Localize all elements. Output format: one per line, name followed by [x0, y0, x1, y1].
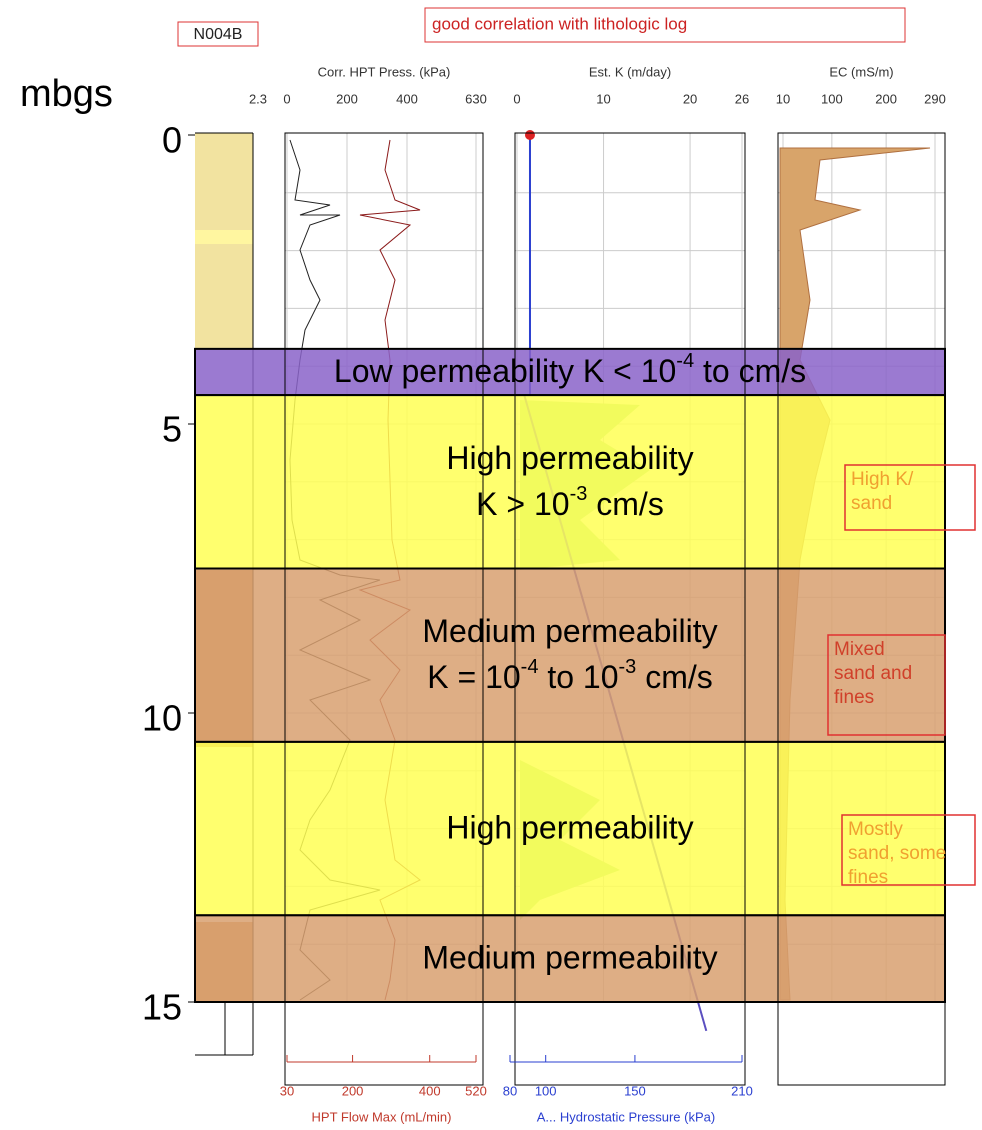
page: { "header": {"well_id": "N004B", "note":… [0, 0, 982, 1130]
litho-fill [195, 230, 253, 244]
band-label-part: Low permeability K < 10 [334, 353, 676, 389]
x-tick-label: 400 [396, 91, 418, 106]
superscript: -4 [521, 656, 539, 678]
x-tick-label: 210 [731, 1083, 753, 1098]
band-label-part: cm/s [587, 486, 663, 522]
depth-axis-label: mbgs [20, 73, 113, 115]
depth-tick-label: 10 [142, 698, 182, 739]
x-tick-label: 400 [419, 1083, 441, 1098]
x-tick-label: 80 [503, 1083, 517, 1098]
band-label-part: K > 10 [476, 486, 569, 522]
x-tick-label: 150 [624, 1083, 646, 1098]
axis-title: HPT Flow Max (mL/min) [312, 1109, 452, 1124]
axis-title: Corr. HPT Press. (kPa) [318, 64, 451, 79]
annotation-text: Mixed [834, 639, 885, 660]
well-id: N004B [194, 26, 243, 43]
permeability-band [195, 569, 945, 742]
band-label: Medium permeability [422, 614, 717, 650]
band-label-part: to 10 [538, 660, 618, 696]
x-tick-label: 630 [465, 91, 487, 106]
band-label-part: to cm/s [694, 353, 806, 389]
band-label-part: cm/s [636, 660, 712, 696]
x-tick-label: 520 [465, 1083, 487, 1098]
note: good correlation with lithologic log [432, 14, 687, 33]
x-tick-label: 30 [280, 1083, 294, 1098]
band-label: K = 10-4 to 10-3 cm/s [427, 656, 713, 695]
band-label-part: Medium permeability [422, 940, 717, 976]
annotation-text: sand and [834, 663, 912, 684]
band-label: Low permeability K < 10-4 to cm/s [334, 350, 806, 389]
annotation-text: sand, some [848, 843, 946, 864]
x-tick-label: 100 [821, 91, 843, 106]
band-label-part: K = 10 [427, 660, 520, 696]
axis-title: EC (mS/m) [829, 64, 893, 79]
x-tick-label: 10 [776, 91, 790, 106]
annotation-text: fines [834, 687, 874, 708]
figure: N004B good correlation with lithologic l… [0, 0, 982, 1130]
x-tick-label: 20 [683, 91, 697, 106]
band-label: Medium permeability [422, 940, 717, 976]
x-tick-label: 100 [535, 1083, 557, 1098]
superscript: -3 [570, 483, 588, 505]
depth-tick-label: 0 [162, 120, 182, 161]
litho-scale-label: 2.3 [249, 91, 267, 106]
depth-tick-label: 15 [142, 987, 182, 1028]
axis-title: A... Hydrostatic Pressure (kPa) [537, 1109, 715, 1124]
x-tick-label: 200 [342, 1083, 364, 1098]
annotation-text: High K/ [851, 469, 914, 490]
x-tick-label: 10 [596, 91, 610, 106]
x-tick-label: 200 [336, 91, 358, 106]
x-tick-label: 290 [924, 91, 946, 106]
x-tick-label: 200 [875, 91, 897, 106]
axis-title: Est. K (m/day) [589, 64, 671, 79]
annotation-text: fines [848, 867, 888, 888]
depth-tick-label: 5 [162, 409, 182, 450]
est-k-marker [525, 130, 535, 140]
band-label-part: Medium permeability [422, 614, 717, 650]
annotation-text: sand [851, 493, 892, 514]
x-tick-label: 26 [735, 91, 749, 106]
superscript: -4 [676, 350, 694, 372]
x-tick-label: 0 [513, 91, 520, 106]
annotation-text: Mostly [848, 819, 903, 840]
x-tick-label: 0 [283, 91, 290, 106]
superscript: -3 [619, 656, 637, 678]
permeability-band [195, 395, 945, 568]
